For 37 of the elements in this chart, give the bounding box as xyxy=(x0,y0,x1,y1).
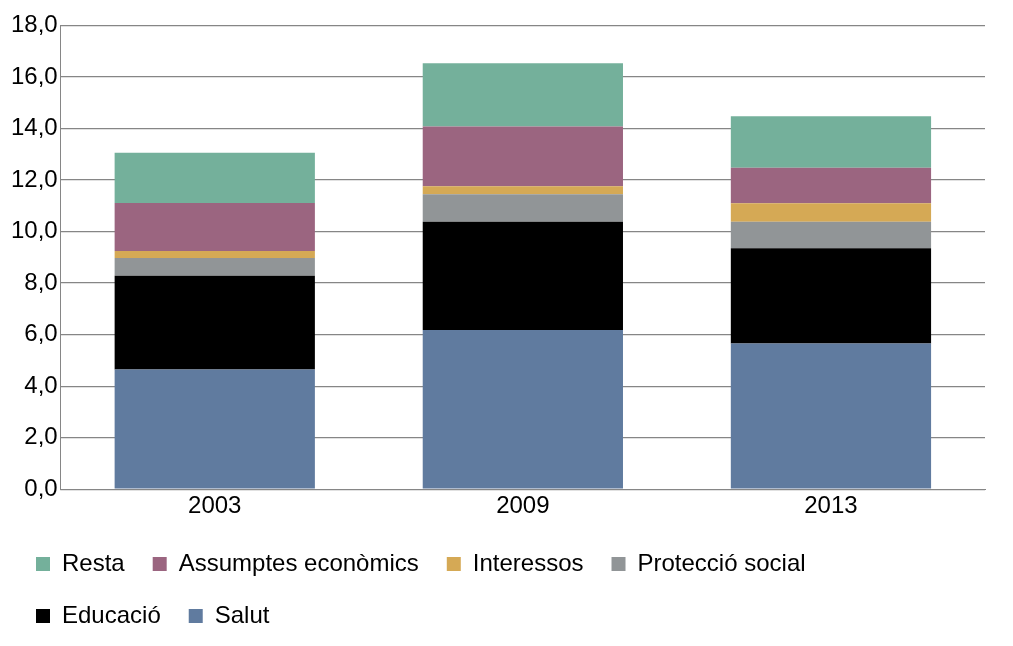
bar xyxy=(730,167,932,204)
x-tick-label: 2003 xyxy=(188,491,242,519)
y-tick-label: 16,0 xyxy=(10,61,58,89)
x-tick-label: 2013 xyxy=(804,491,858,519)
legend-label: Salut xyxy=(214,600,270,628)
bar xyxy=(114,275,315,370)
y-tick-label: 0,0 xyxy=(24,473,58,501)
legend-label: Protecció social xyxy=(637,548,806,576)
y-tick-label: 6,0 xyxy=(24,319,58,347)
bar xyxy=(114,258,315,276)
bar xyxy=(730,343,932,489)
bar xyxy=(422,329,623,489)
y-tick-label: 14,0 xyxy=(10,113,58,141)
bar xyxy=(114,369,315,489)
y-tick-label: 10,0 xyxy=(10,216,58,244)
y-tick-label: 8,0 xyxy=(24,267,58,295)
x-tick-label: 2009 xyxy=(496,491,550,519)
y-tick-label: 2,0 xyxy=(24,422,58,450)
bar xyxy=(422,186,623,195)
bar xyxy=(422,194,623,222)
legend-label: Assumptes econòmics xyxy=(178,548,419,576)
bar xyxy=(422,63,623,127)
bar xyxy=(730,203,932,222)
bar xyxy=(114,251,315,259)
y-tick-label: 12,0 xyxy=(10,164,58,192)
bar xyxy=(114,152,315,203)
bar xyxy=(730,248,932,344)
legend-label: Interessos xyxy=(472,548,584,576)
y-tick-label: 18,0 xyxy=(10,10,58,38)
legend-label: Resta xyxy=(62,548,126,576)
bar xyxy=(114,202,315,252)
bar xyxy=(422,221,623,330)
bar xyxy=(422,126,623,187)
bar xyxy=(730,116,932,168)
bar xyxy=(730,221,932,249)
y-tick-label: 4,0 xyxy=(24,370,58,398)
legend-label: Educació xyxy=(62,600,161,628)
